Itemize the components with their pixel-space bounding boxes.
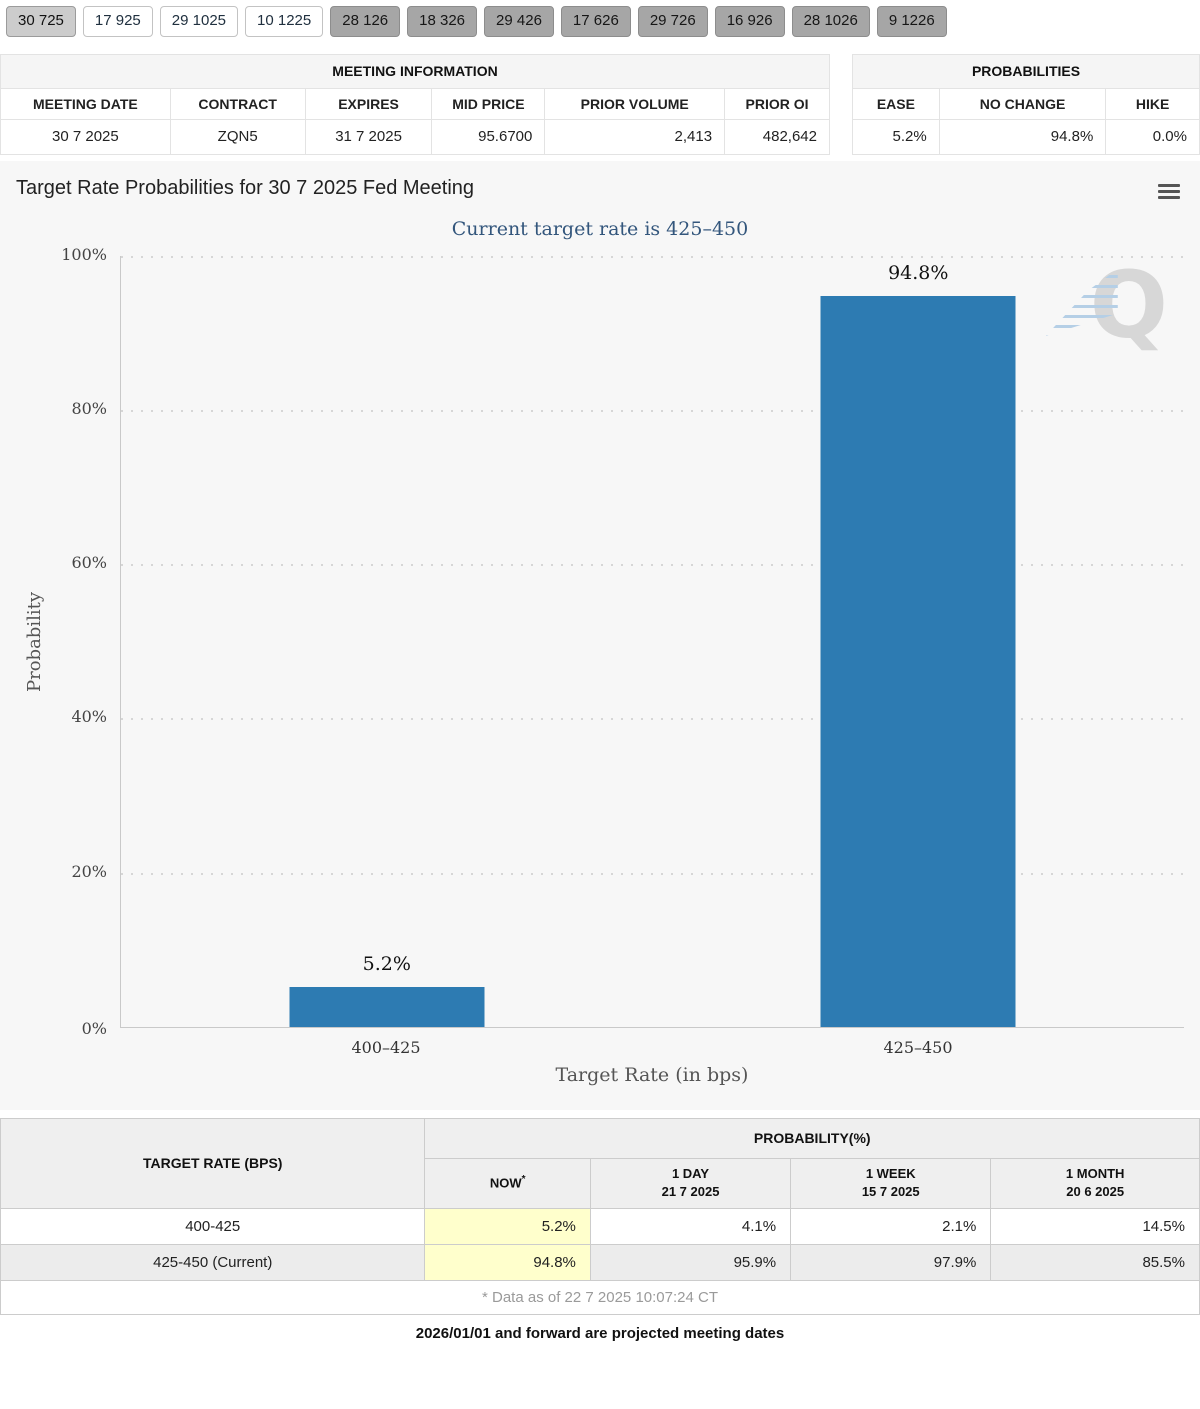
col-expires: EXPIRES — [304, 87, 433, 120]
x-tick-400-425: 400–425 — [351, 1037, 421, 1057]
gridline-80: 80% — [71, 399, 1184, 418]
rate-400-425: 400-425 — [0, 1207, 426, 1245]
tab-meeting-5[interactable]: 18 326 — [407, 6, 478, 37]
col-1-day: 1 DAY 21 7 2025 — [589, 1157, 792, 1209]
y-tick-60: 60% — [71, 553, 107, 573]
tab-meeting-7[interactable]: 17 626 — [560, 6, 631, 37]
probability-pct-header: PROBABILITY(%) — [424, 1117, 1200, 1159]
tab-meeting-1[interactable]: 17 925 — [82, 6, 153, 37]
now-425-450: 94.8% — [424, 1243, 591, 1281]
tab-meeting-10[interactable]: 28 1026 — [791, 6, 870, 37]
col-prior-oi: PRIOR OI — [724, 87, 830, 120]
y-tick-100: 100% — [61, 244, 107, 264]
plot-region: Probability 100% 80% 60% 40% 20% 0% Q 5.… — [16, 245, 1184, 1086]
history-subheader-row: NOW* 1 DAY 21 7 2025 1 WEEK 15 7 2025 1 MO… — [1, 1157, 1200, 1209]
gridline-60: 60% — [71, 553, 1184, 572]
ease-value: 5.2% — [852, 118, 940, 155]
tab-meeting-4[interactable]: 28 126 — [330, 6, 401, 37]
tab-meeting-0[interactable]: 30 725 — [6, 6, 76, 37]
y-tick-40: 40% — [71, 707, 107, 727]
tab-meeting-11[interactable]: 9 1226 — [876, 6, 947, 37]
tab-meeting-2[interactable]: 29 1025 — [159, 6, 239, 37]
rate-425-450: 425-450 (Current) — [0, 1243, 426, 1281]
month-425-450: 85.5% — [990, 1243, 1200, 1281]
gridline-40: 40% — [71, 707, 1184, 726]
y-axis-title: Probability — [24, 591, 45, 692]
expires-value: 31 7 2025 — [304, 118, 433, 155]
table-row-400-425: 400-425 5.2% 4.1% 2.1% 14.5% — [0, 1207, 1200, 1245]
probability-history-table: TARGET RATE (BPS) PROBABILITY(%) NOW* 1 … — [0, 1117, 1200, 1315]
footnote-row: * Data as of 22 7 2025 10:07:24 CT — [0, 1279, 1200, 1315]
x-tick-425-450: 425–450 — [883, 1037, 953, 1057]
x-axis-ticks: 400–425 425–450 — [120, 1028, 1184, 1060]
gridline-100: 100% — [61, 245, 1184, 264]
tab-meeting-3[interactable]: 10 1225 — [245, 6, 324, 37]
tab-meeting-6[interactable]: 29 426 — [484, 6, 554, 37]
bar-425-450-value-label: 94.8% — [888, 261, 949, 284]
col-1-month: 1 MONTH 20 6 2025 — [990, 1157, 1200, 1209]
data-as-of-footnote: * Data as of 22 7 2025 10:07:24 CT — [0, 1279, 1200, 1315]
gridline-20: 20% — [71, 862, 1184, 881]
meeting-information-title: MEETING INFORMATION — [0, 53, 830, 89]
week-425-450: 97.9% — [790, 1243, 992, 1281]
col-prior-volume: PRIOR VOLUME — [544, 87, 726, 120]
tab-meeting-9[interactable]: 16 926 — [714, 6, 785, 37]
prior-oi-value: 482,642 — [724, 118, 830, 155]
now-asterisk: * — [521, 1174, 526, 1186]
target-rate-chart-panel: Target Rate Probabilities for 30 7 2025 … — [0, 160, 1200, 1110]
chart-title: Target Rate Probabilities for 30 7 2025 … — [16, 176, 475, 199]
meeting-date-tabbar: 30 725 17 925 29 1025 10 1225 28 126 18 … — [0, 0, 1200, 42]
col-now: NOW* — [424, 1157, 591, 1209]
bar-400-425[interactable]: 5.2% — [289, 953, 485, 1027]
x-axis-title: Target Rate (in bps) — [555, 1063, 749, 1086]
month-400-425: 14.5% — [990, 1207, 1200, 1245]
day-425-450: 95.9% — [589, 1243, 792, 1281]
contract-value: ZQN5 — [169, 118, 306, 155]
chart-subtitle: Current target rate is 425–450 — [451, 217, 749, 240]
probabilities-header-row: EASE NO CHANGE HIKE — [852, 87, 1200, 120]
chart-menu-icon[interactable] — [1154, 175, 1184, 208]
col-no-change: NO CHANGE — [938, 87, 1107, 120]
hike-value: 0.0% — [1105, 118, 1200, 155]
week-400-425: 2.1% — [790, 1207, 992, 1245]
mid-price-value: 95.6700 — [431, 118, 546, 155]
bar-425-450[interactable]: 94.8% — [820, 262, 1016, 1027]
probabilities-table: PROBABILITIES EASE NO CHANGE HIKE 5.2% 9… — [852, 53, 1200, 155]
quikstrike-watermark-icon: Q — [1045, 259, 1168, 351]
tab-meeting-8[interactable]: 29 726 — [637, 6, 708, 37]
col-meeting-date: MEETING DATE — [0, 87, 171, 120]
no-change-value: 94.8% — [938, 118, 1107, 155]
projected-dates-note: 2026/01/01 and forward are projected mee… — [415, 1324, 785, 1342]
col-hike: HIKE — [1105, 87, 1200, 120]
col-contract: CONTRACT — [169, 87, 306, 120]
meeting-info-data-row: 30 7 2025 ZQN5 31 7 2025 95.6700 2,413 4… — [0, 118, 830, 155]
meeting-info-header-row: MEETING DATE CONTRACT EXPIRES MID PRICE … — [0, 87, 830, 120]
probabilities-data-row: 5.2% 94.8% 0.0% — [852, 118, 1200, 155]
table-row-425-450-current: 425-450 (Current) 94.8% 95.9% 97.9% 85.5… — [0, 1243, 1200, 1281]
prior-volume-value: 2,413 — [544, 118, 726, 155]
probabilities-title: PROBABILITIES — [852, 53, 1200, 89]
day-400-425: 4.1% — [589, 1207, 792, 1245]
plot-area: 100% 80% 60% 40% 20% 0% Q 5.2% 94.8% — [61, 245, 1184, 1038]
summary-tables-row: MEETING INFORMATION MEETING DATE CONTRAC… — [0, 53, 1200, 155]
target-rate-bps-header: TARGET RATE (BPS) — [0, 1117, 426, 1209]
y-tick-80: 80% — [71, 398, 107, 418]
col-1-week: 1 WEEK 15 7 2025 — [790, 1157, 992, 1209]
bar-400-425-value-label: 5.2% — [362, 952, 411, 975]
col-mid-price: MID PRICE — [431, 87, 546, 120]
col-ease: EASE — [852, 87, 940, 120]
now-400-425: 5.2% — [424, 1207, 591, 1245]
y-tick-20: 20% — [71, 861, 107, 881]
meeting-date-value: 30 7 2025 — [0, 118, 171, 155]
meeting-information-table: MEETING INFORMATION MEETING DATE CONTRAC… — [0, 53, 830, 155]
y-tick-0: 0% — [81, 1018, 107, 1038]
